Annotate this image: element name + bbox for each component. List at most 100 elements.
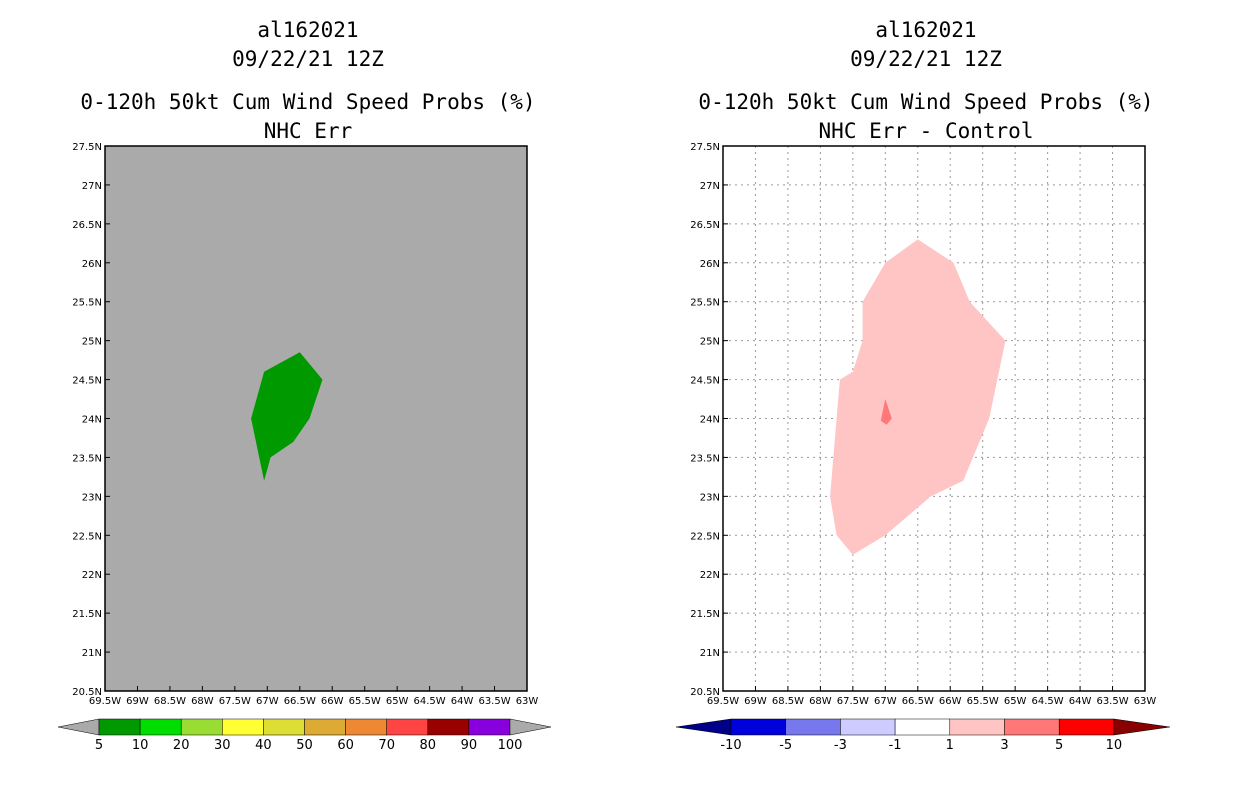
lon-tick-label: 68.5W: [772, 696, 804, 707]
lat-tick-label: 21.5N: [690, 609, 720, 620]
lon-tick-label: 67W: [874, 696, 897, 707]
colorbar-label: 5: [1055, 738, 1063, 753]
colorbar-segment: [263, 718, 305, 736]
left-product-title: 0-120h 50kt Cum Wind Speed Probs (%): [80, 90, 536, 114]
lon-tick-label: 63.5W: [478, 696, 510, 707]
colorbar-label: 40: [255, 738, 272, 753]
lat-tick-label: 22N: [700, 570, 720, 581]
lat-tick-label: 22N: [82, 570, 102, 581]
right-map-panel: 69.5W 69W 68.5W 68W 67.5W 67W 66.5W 66W 65.5W 65W…: [690, 142, 1156, 707]
lon-tick-label: 68.5W: [154, 696, 186, 707]
colorbar-segment: [180, 718, 223, 736]
lon-tick-label: 67.5W: [837, 696, 869, 707]
lat-tick-label: 24N: [700, 415, 720, 426]
lon-tick-label: 66.5W: [902, 696, 934, 707]
lat-tick-label: 20.5N: [690, 687, 720, 698]
colorbar-label: 80: [420, 738, 437, 753]
colorbar-label: 60: [337, 738, 354, 753]
colorbar-segment: [785, 718, 841, 736]
colorbar-segment: [386, 718, 429, 736]
lon-tick-label: 65W: [1004, 696, 1027, 707]
lon-tick-label: 64W: [1069, 696, 1092, 707]
lat-tick-label: 25.5N: [72, 298, 102, 309]
colorbar-segment: [894, 718, 951, 736]
colorbar-segment: [98, 718, 141, 736]
colorbar-segment: [345, 718, 387, 736]
lat-tick-label: 25N: [82, 337, 102, 348]
colorbar-label: 10: [132, 738, 149, 753]
colorbar-segment: [304, 718, 346, 736]
prob-5-10-region: [251, 352, 323, 481]
lon-tick-label: 67.5W: [219, 696, 251, 707]
colorbar-segment: [427, 718, 470, 736]
lat-tick-label: 27N: [700, 181, 720, 192]
lat-tick-label: 24.5N: [72, 376, 102, 387]
colorbar-label: 1: [946, 738, 954, 753]
lon-tick-label: 66.5W: [284, 696, 316, 707]
colorbar-left-arrow: [675, 718, 732, 736]
colorbar-label: -5: [779, 738, 792, 753]
lon-tick-label: 63.5W: [1096, 696, 1128, 707]
right-product-title: 0-120h 50kt Cum Wind Speed Probs (%): [698, 90, 1154, 114]
colorbar-label: -10: [720, 738, 741, 753]
colorbar-segment: [1004, 718, 1060, 736]
colorbar-label: 3: [1000, 738, 1008, 753]
colorbar-label: 5: [95, 738, 103, 753]
lat-tick-label: 24N: [82, 415, 102, 426]
lat-tick-label: 26.5N: [72, 220, 102, 231]
lat-tick-label: 27N: [82, 181, 102, 192]
left-subtitle: NHC Err: [263, 119, 353, 143]
lat-tick-label: 23.5N: [690, 453, 720, 464]
lon-tick-label: 69.5W: [707, 696, 739, 707]
lon-tick-label: 68W: [191, 696, 214, 707]
colorbar-right-arrow: [509, 718, 552, 736]
lat-tick-label: 21.5N: [72, 609, 102, 620]
lat-tick-label: 24.5N: [690, 376, 720, 387]
map-background: [105, 146, 527, 691]
left-storm-id: al162021: [257, 18, 359, 42]
colorbar-label: 100: [498, 738, 523, 753]
lon-tick-label: 67W: [256, 696, 279, 707]
lat-tick-label: 27.5N: [72, 142, 102, 153]
colorbar-label: -3: [834, 738, 847, 753]
lon-tick-label: 69.5W: [89, 696, 121, 707]
lat-tick-label: 21N: [82, 648, 102, 659]
colorbar-label: -1: [889, 738, 902, 753]
lon-tick-label: 69W: [126, 696, 149, 707]
colorbar-segment: [468, 718, 511, 736]
colorbar-left-arrow: [57, 718, 100, 736]
colorbar-label: 70: [378, 738, 395, 753]
lat-tick-label: 22.5N: [690, 531, 720, 542]
lat-tick-label: 23N: [82, 492, 102, 503]
colorbar-label: 90: [461, 738, 478, 753]
lon-tick-label: 65.5W: [967, 696, 999, 707]
lat-tick-label: 22.5N: [72, 531, 102, 542]
colorbar-label: 20: [173, 738, 190, 753]
colorbar-label: 30: [214, 738, 231, 753]
lat-tick-label: 26N: [82, 259, 102, 270]
lon-tick-label: 64W: [451, 696, 474, 707]
lon-tick-label: 68W: [809, 696, 832, 707]
lat-tick-label: 26N: [700, 259, 720, 270]
colorbar-segment: [139, 718, 182, 736]
diff-3-5-region: [880, 399, 892, 425]
left-map-panel: 69.5W 69W 68.5W 68W 67.5W 67W 66.5W 66W 65.5W 65W…: [72, 142, 538, 707]
left-datetime: 09/22/21 12Z: [232, 47, 384, 71]
lon-tick-label: 63W: [1134, 696, 1157, 707]
colorbar-segment: [222, 718, 264, 736]
diff-1-3-region: [830, 239, 1006, 555]
right-colorbar: -10 -5 -3 -1 1 3 5 10: [675, 718, 1170, 753]
right-datetime: 09/22/21 12Z: [850, 47, 1002, 71]
lat-tick-label: 20.5N: [72, 687, 102, 698]
right-storm-id: al162021: [875, 18, 977, 42]
colorbar-right-arrow: [1113, 718, 1170, 736]
lon-tick-label: 64.5W: [1032, 696, 1064, 707]
colorbar-label: 50: [296, 738, 313, 753]
lat-tick-label: 21N: [700, 648, 720, 659]
lon-tick-label: 64.5W: [414, 696, 446, 707]
lon-tick-label: 69W: [744, 696, 767, 707]
lat-tick-label: 23N: [700, 492, 720, 503]
left-colorbar: 5 10 20 30 40 50 60 70 80 90 100: [57, 718, 552, 753]
lat-tick-label: 25N: [700, 337, 720, 348]
